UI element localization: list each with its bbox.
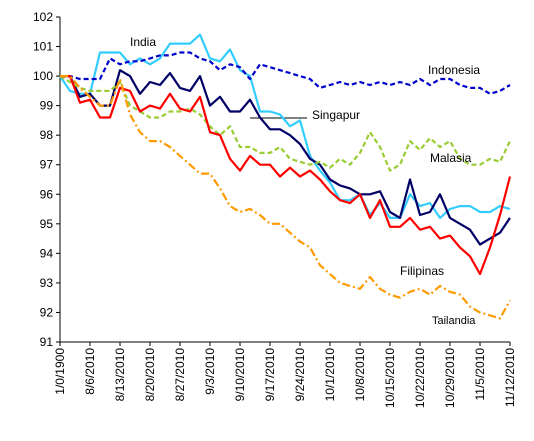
series-line <box>60 75 511 320</box>
x-tick-label: 10/29/2010 <box>443 348 457 408</box>
x-tick-label: 10/22/2010 <box>413 348 427 408</box>
series-label: Indonesia <box>428 63 480 77</box>
y-tick-label: 102 <box>33 10 53 24</box>
y-tick-label: 100 <box>33 69 53 83</box>
x-tick-label: 9/3/2010 <box>203 348 217 395</box>
series-label: Filipinas <box>400 264 444 278</box>
x-tick-label: 11/5/2010 <box>473 348 487 401</box>
x-tick-label: 9/24/2010 <box>293 348 307 402</box>
x-tick-label: 10/8/2010 <box>353 348 367 402</box>
y-tick-label: 93 <box>40 276 54 290</box>
y-tick-label: 99 <box>40 99 54 113</box>
y-tick-label: 98 <box>40 128 54 142</box>
y-tick-label: 97 <box>40 158 54 172</box>
x-tick-label: 10/15/2010 <box>383 348 397 408</box>
x-tick-label: 8/20/2010 <box>143 348 157 402</box>
series-line <box>59 75 511 172</box>
series-label: India <box>130 35 156 49</box>
series-label: Tailandia <box>432 315 476 327</box>
x-tick-label: 9/17/2010 <box>263 348 277 402</box>
series-line <box>60 75 512 276</box>
y-tick-label: 92 <box>40 305 54 319</box>
y-tick-label: 94 <box>40 246 54 260</box>
y-tick-label: 91 <box>40 335 54 349</box>
x-tick-label: 8/13/2010 <box>113 348 127 402</box>
series-label: Singapur <box>312 108 360 122</box>
x-tick-label: 10/1/2010 <box>323 348 337 402</box>
series-label: Malasia <box>430 151 472 165</box>
y-tick-label: 96 <box>40 187 54 201</box>
y-tick-label: 95 <box>40 217 54 231</box>
x-tick-label: 1/0/1900 <box>53 348 67 395</box>
series-line <box>60 51 511 95</box>
x-tick-label: 8/27/2010 <box>173 348 187 402</box>
x-tick-label: 9/10/2010 <box>233 348 247 402</box>
x-tick-label: 8/6/2010 <box>83 348 97 395</box>
y-tick-label: 101 <box>33 40 53 54</box>
x-tick-label: 11/12/2010 <box>503 348 517 407</box>
series-line <box>60 69 511 246</box>
